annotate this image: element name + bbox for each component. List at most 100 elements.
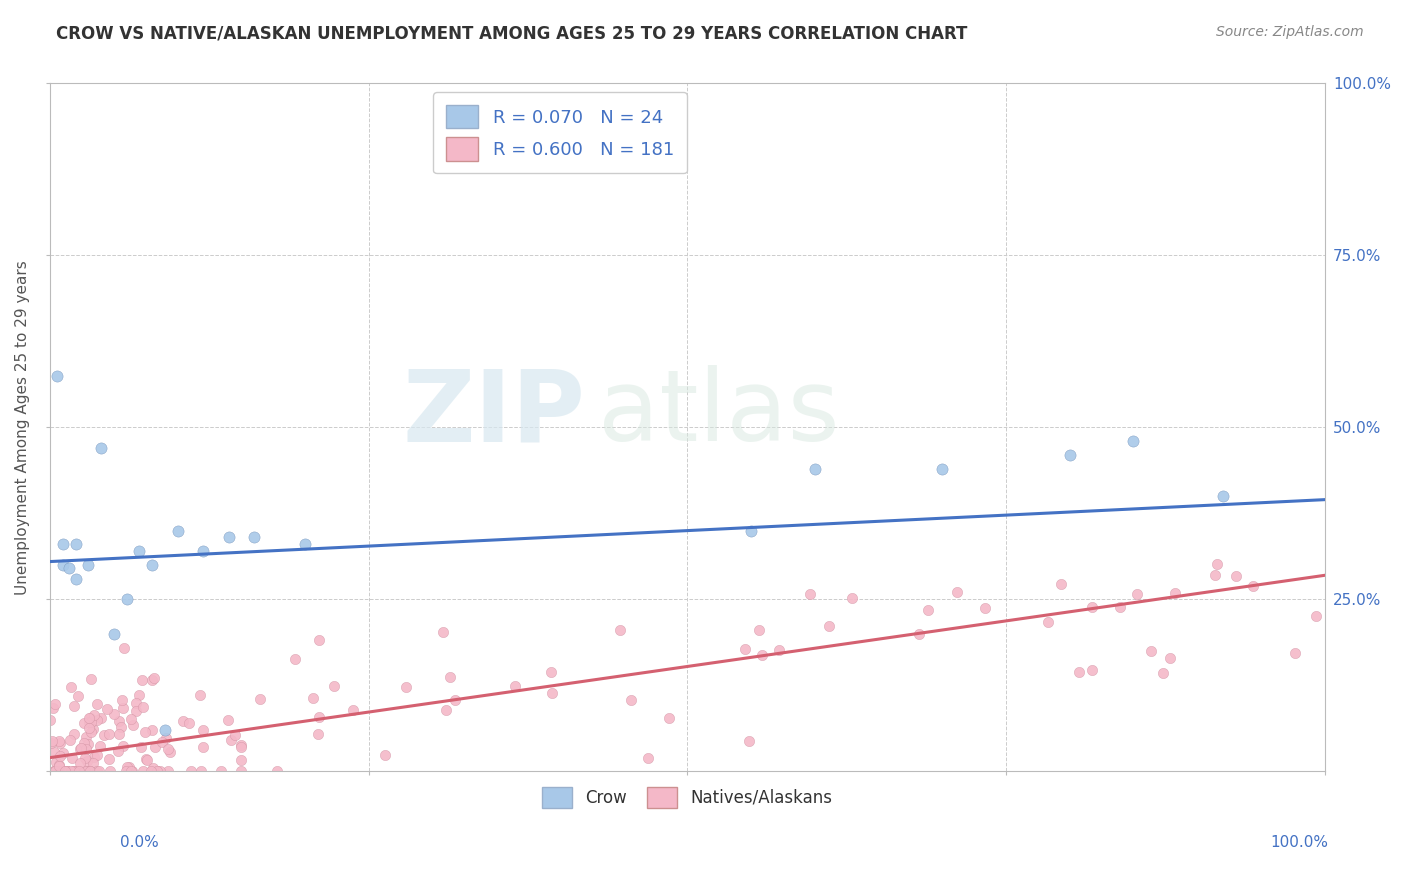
Point (62, 699, 84, 714)
Point (44, 764, 66, 779)
Point (79, 764, 101, 779)
Point (231, 753, 253, 767)
Point (1067, 665, 1090, 679)
Point (503, 679, 526, 693)
Point (45, 756, 67, 770)
Point (128, 544, 150, 558)
Point (1081, 664, 1104, 678)
Point (79, 721, 101, 735)
Point (65, 537, 87, 551)
Point (768, 643, 790, 657)
Point (86, 713, 108, 727)
Point (112, 641, 135, 656)
Point (77, 764, 100, 779)
Point (111, 693, 134, 707)
Text: 0.0%: 0.0% (120, 836, 159, 850)
Point (42, 701, 65, 715)
Point (129, 739, 152, 754)
Point (146, 764, 169, 779)
Point (67, 689, 90, 703)
Point (249, 692, 271, 706)
Point (149, 764, 172, 779)
Text: ZIP: ZIP (402, 365, 585, 462)
Point (1126, 587, 1149, 601)
Text: CROW VS NATIVE/ALASKAN UNEMPLOYMENT AMONG AGES 25 TO 29 YEARS CORRELATION CHART: CROW VS NATIVE/ALASKAN UNEMPLOYMENT AMON… (56, 25, 967, 43)
Point (443, 693, 465, 707)
Point (77, 715, 100, 730)
Point (143, 739, 166, 754)
Point (1036, 615, 1059, 629)
Point (1305, 608, 1327, 623)
Point (52, 558, 75, 572)
Point (141, 558, 163, 572)
Point (52, 537, 75, 551)
Point (146, 764, 169, 779)
Point (73, 764, 96, 779)
Point (53, 764, 76, 779)
Point (734, 642, 756, 657)
Point (153, 723, 176, 738)
Point (103, 707, 125, 722)
Point (946, 584, 969, 599)
Point (1241, 579, 1264, 593)
Point (80, 725, 103, 739)
Point (51, 764, 73, 779)
Point (73, 736, 96, 750)
Point (107, 714, 129, 728)
Point (748, 623, 770, 637)
Point (188, 688, 211, 702)
Point (48, 764, 70, 779)
Point (90, 441, 112, 455)
Point (41, 734, 63, 748)
Point (76, 755, 98, 769)
Point (67, 764, 90, 779)
Point (73, 764, 96, 779)
Point (1059, 448, 1081, 462)
Point (231, 738, 253, 752)
Point (1152, 666, 1174, 681)
Point (1225, 569, 1247, 583)
Point (86, 698, 108, 712)
Point (307, 727, 329, 741)
Point (62, 764, 84, 779)
Point (308, 632, 330, 647)
Text: Source: ZipAtlas.com: Source: ZipAtlas.com (1216, 25, 1364, 39)
Point (1164, 586, 1187, 600)
Point (125, 704, 148, 718)
Point (231, 739, 253, 754)
Point (218, 531, 240, 545)
Point (243, 531, 266, 545)
Point (82, 722, 104, 736)
Point (89, 764, 111, 779)
Point (141, 673, 163, 688)
Point (115, 592, 138, 607)
Point (52, 746, 75, 760)
Point (39, 736, 62, 750)
Point (112, 739, 135, 753)
Point (56, 764, 79, 779)
Point (48, 758, 70, 772)
Point (804, 461, 827, 475)
Point (66, 764, 89, 779)
Point (79, 711, 101, 725)
Point (66, 764, 89, 779)
Point (141, 723, 163, 738)
Point (83, 708, 105, 723)
Point (55, 764, 77, 779)
Point (48, 749, 70, 764)
Point (79, 711, 101, 725)
Point (157, 764, 180, 779)
Point (89, 739, 111, 753)
Point (172, 714, 194, 728)
Point (80, 714, 103, 729)
Point (190, 764, 212, 779)
Point (817, 619, 839, 633)
Point (131, 673, 153, 688)
Point (42, 764, 65, 779)
Point (39, 713, 62, 727)
Point (374, 748, 396, 763)
Point (42, 745, 65, 759)
Point (908, 627, 931, 641)
Point (1050, 576, 1073, 591)
Point (432, 625, 454, 640)
